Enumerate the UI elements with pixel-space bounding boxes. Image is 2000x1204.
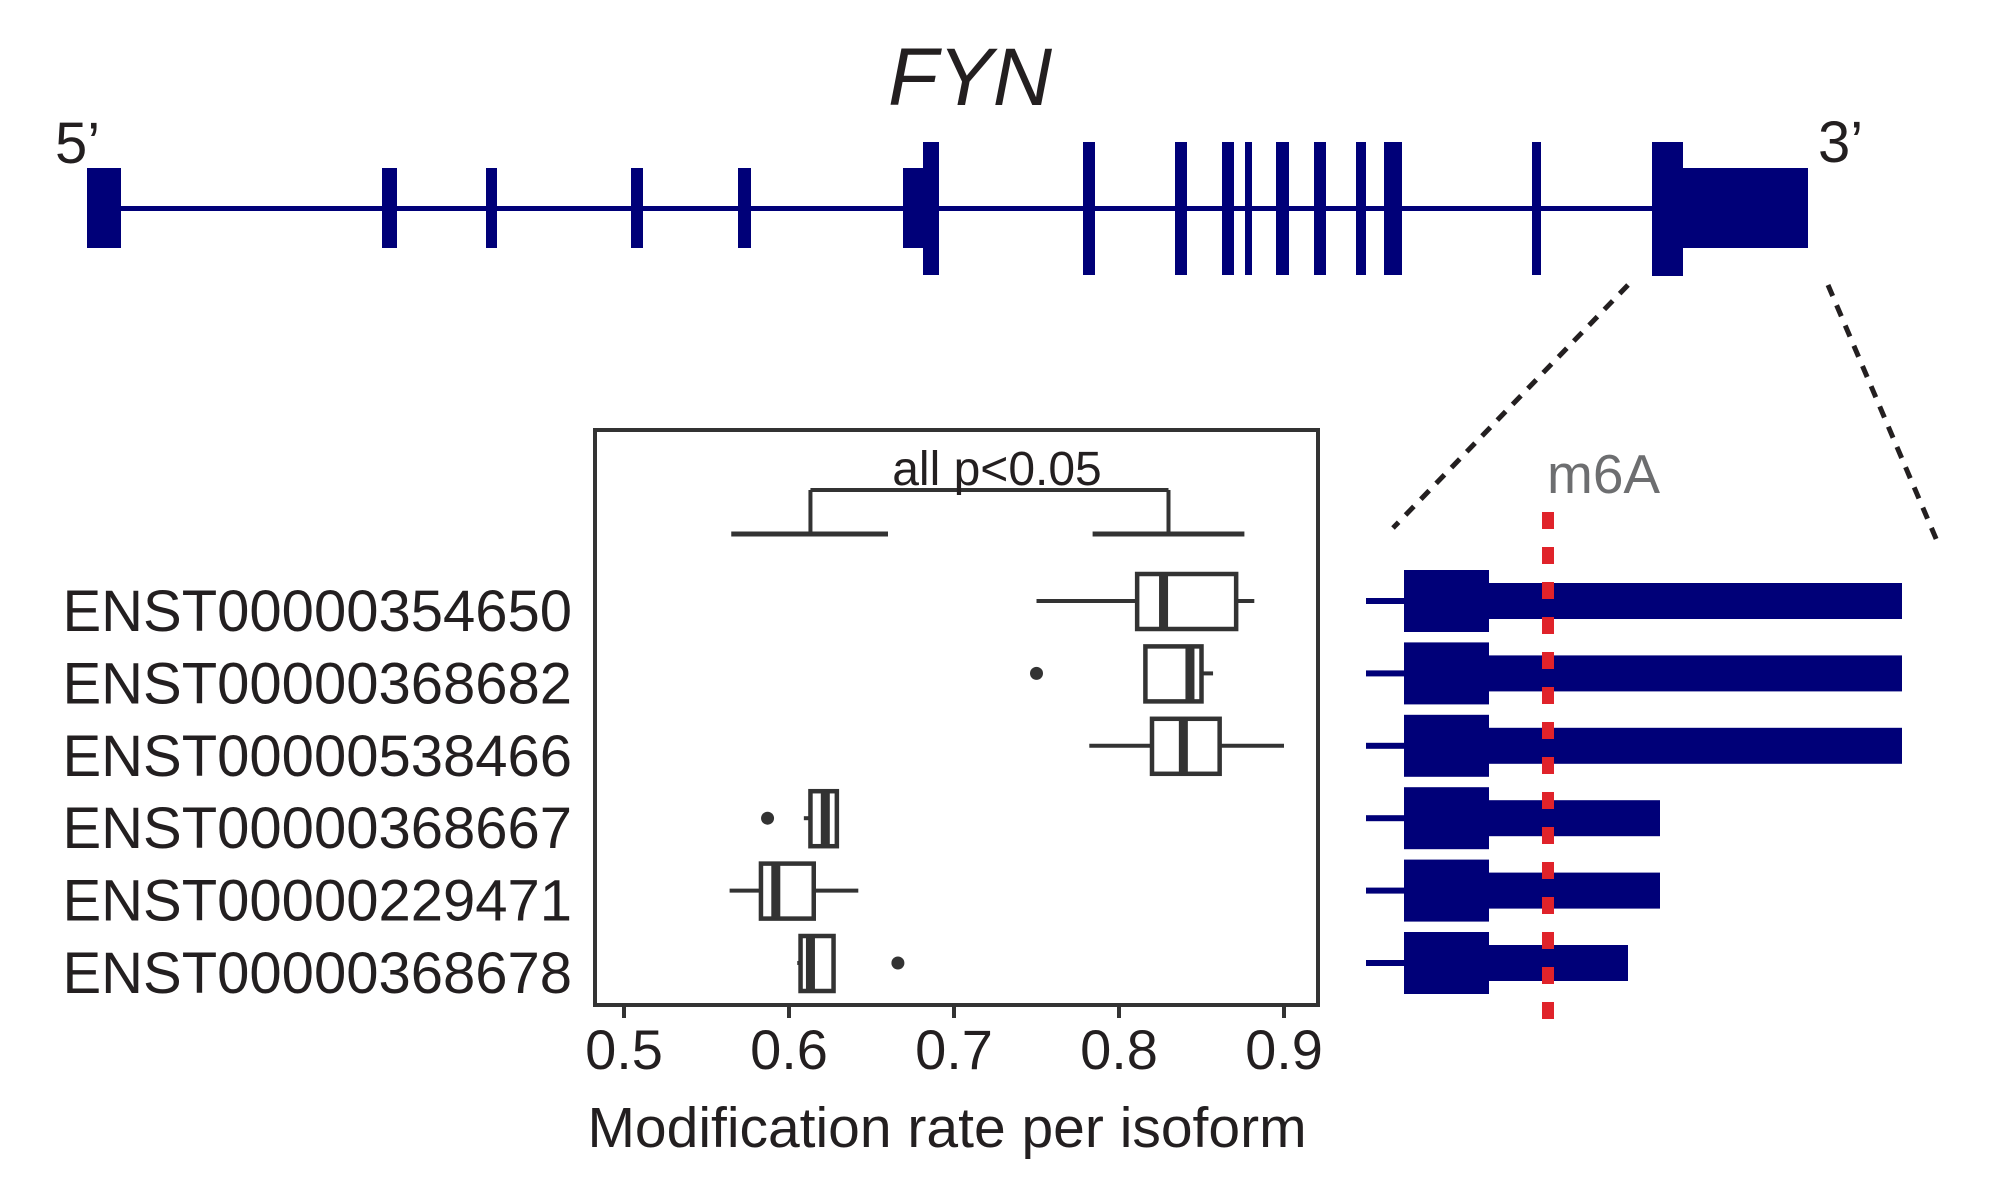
isoform-label: ENST00000368678 xyxy=(62,941,572,1006)
outlier-point xyxy=(891,956,905,970)
exon-4 xyxy=(631,168,643,248)
x-axis-title: Modification rate per isoform xyxy=(587,1096,1306,1160)
isoform-intron xyxy=(1366,815,1406,822)
isoform-models xyxy=(1366,570,1902,994)
isoform-last-exon xyxy=(1404,859,1489,922)
box-ENST00000354650 xyxy=(1036,571,1255,632)
zoom-line-right xyxy=(1825,284,1943,549)
isoform-3utr-panel: m6A xyxy=(1366,443,1902,1022)
isoform-3utr xyxy=(1489,727,1902,764)
exon-11 xyxy=(1245,142,1252,275)
box-iqr xyxy=(758,861,817,921)
isoform-3utr xyxy=(1489,800,1660,837)
boxes xyxy=(729,571,1284,994)
exon-3utr xyxy=(1683,168,1808,248)
m6a-label: m6A xyxy=(1547,443,1660,505)
exon-16 xyxy=(1532,142,1541,275)
isoform-model xyxy=(1366,642,1902,705)
isoform-last-exon xyxy=(1404,787,1489,850)
box-ENST00000229471 xyxy=(729,861,859,921)
isoform-intron xyxy=(1366,960,1406,966)
exon-9 xyxy=(1175,142,1187,275)
isoform-labels: ENST00000354650 ENST00000368682 ENST000005… xyxy=(62,579,572,1006)
x-tick-label: 0.7 xyxy=(915,1018,993,1081)
isoform-model xyxy=(1366,714,1902,777)
five-prime-label: 5’ xyxy=(55,111,100,176)
isoform-label: ENST00000368667 xyxy=(62,796,572,861)
outlier-point xyxy=(1030,666,1043,680)
box-iqr xyxy=(798,933,836,994)
isoform-intron xyxy=(1366,598,1406,604)
intron-line xyxy=(121,206,1652,211)
exon-2 xyxy=(382,168,397,248)
exon-7 xyxy=(923,142,939,275)
exon-14 xyxy=(1356,142,1366,275)
exon-17 xyxy=(1652,142,1683,276)
isoform-intron xyxy=(1366,887,1406,894)
isoform-label: ENST00000229471 xyxy=(62,869,572,934)
box-iqr xyxy=(1134,571,1239,632)
box-ENST00000368678 xyxy=(797,933,905,994)
isoform-last-exon xyxy=(1404,570,1489,632)
significance-bracket xyxy=(731,488,1245,537)
isoform-model xyxy=(1366,932,1628,994)
gene-model: FYN 5’ 3’ xyxy=(55,32,1943,549)
plot-frame xyxy=(593,428,1320,1007)
isoform-label: ENST00000538466 xyxy=(62,724,572,789)
exon-10 xyxy=(1222,142,1234,275)
exon-6 xyxy=(903,168,923,248)
gene-title: FYN xyxy=(888,32,1053,123)
isoform-intron xyxy=(1366,742,1406,749)
boxplot-panel: all p<0.05 ENST00000354650 ENST0000036868… xyxy=(62,428,1323,1160)
exon-5 xyxy=(738,168,751,248)
isoform-model xyxy=(1366,787,1660,850)
exon-13 xyxy=(1314,142,1326,275)
exon-15 xyxy=(1384,142,1402,275)
x-axis: 0.5 0.6 0.7 0.8 0.9 xyxy=(585,1005,1323,1081)
isoform-model xyxy=(1366,859,1660,922)
isoform-3utr xyxy=(1489,655,1902,692)
x-tick-label: 0.6 xyxy=(750,1018,828,1081)
box-ENST00000368682 xyxy=(1030,644,1214,704)
isoform-3utr xyxy=(1489,872,1660,909)
isoform-last-exon xyxy=(1404,714,1489,777)
x-tick-label: 0.5 xyxy=(585,1018,663,1081)
box-ENST00000368667 xyxy=(761,788,840,849)
isoform-label: ENST00000354650 xyxy=(62,579,572,644)
isoform-model xyxy=(1366,570,1902,632)
three-prime-label: 3’ xyxy=(1818,110,1863,175)
exon-1 xyxy=(87,168,121,248)
exon-8 xyxy=(1083,142,1095,275)
significance-label: all p<0.05 xyxy=(892,443,1102,496)
exons xyxy=(87,142,1808,276)
isoform-label: ENST00000368682 xyxy=(62,651,572,716)
isoform-last-exon xyxy=(1404,932,1489,994)
x-tick-label: 0.8 xyxy=(1080,1018,1158,1081)
x-tick-label: 0.9 xyxy=(1245,1018,1323,1081)
exon-3 xyxy=(486,168,497,248)
isoform-3utr xyxy=(1489,583,1902,619)
exon-12 xyxy=(1276,142,1289,275)
outlier-point xyxy=(761,811,775,825)
isoform-intron xyxy=(1366,670,1406,677)
isoform-last-exon xyxy=(1404,642,1489,705)
box-ENST00000538466 xyxy=(1089,716,1284,777)
isoform-3utr xyxy=(1489,945,1628,981)
